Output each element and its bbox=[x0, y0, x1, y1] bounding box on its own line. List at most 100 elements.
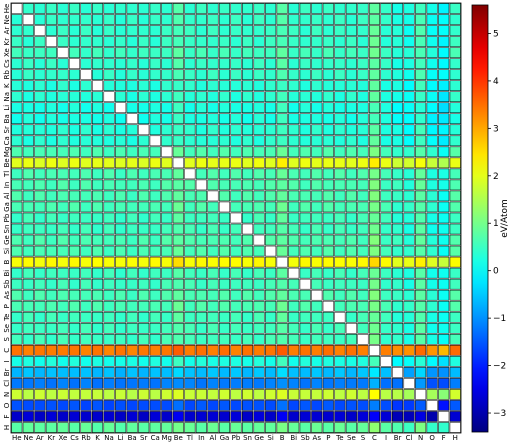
heatmap-cell-Li-Al bbox=[207, 102, 219, 114]
x-tick-label: Ca bbox=[151, 434, 160, 442]
heatmap-cell-Pb-Sr bbox=[138, 212, 150, 224]
heatmap-cell-In-F bbox=[438, 179, 450, 191]
heatmap-cell-Te-Be bbox=[172, 311, 184, 323]
y-tick-labels: HeNeArKrXeCsRbKNaLiBaSrCaMgBeTlInAlGaPbS… bbox=[3, 4, 11, 430]
heatmap-cell-F-Rb bbox=[80, 411, 92, 422]
heatmap-cell-Ca-C bbox=[368, 135, 380, 147]
heatmap-cell-Sr-He bbox=[11, 124, 23, 136]
heatmap-cell-Ga-Pb bbox=[230, 201, 242, 213]
heatmap-cell-Ne-Rb bbox=[80, 14, 92, 25]
heatmap-cell-Bi-Ga bbox=[218, 267, 230, 279]
heatmap-cell-In-Xe bbox=[57, 179, 69, 191]
heatmap-cell-Cs-Ge bbox=[253, 58, 265, 69]
heatmap-cell-Te-Ar bbox=[34, 311, 46, 323]
heatmap-cell-Tl-F bbox=[438, 168, 450, 180]
heatmap-cell-F-H bbox=[449, 411, 461, 422]
heatmap-cell-Br-Si bbox=[265, 367, 277, 378]
heatmap-cell-Br-K bbox=[92, 367, 104, 378]
heatmap-cell-Ne-Sb bbox=[299, 14, 311, 25]
heatmap-cell-Li-Sn bbox=[242, 102, 254, 114]
heatmap-cell-Na-Se bbox=[345, 91, 357, 102]
heatmap-cell-Sr-As bbox=[311, 124, 323, 136]
heatmap-cell-Xe-Ar bbox=[34, 47, 46, 58]
heatmap-cell-I-Pb bbox=[230, 356, 242, 367]
heatmap-cell-Xe-C bbox=[368, 47, 380, 58]
heatmap-cell-Ne-Ge bbox=[253, 14, 265, 25]
heatmap-cell-Cl-Sr bbox=[138, 378, 150, 389]
heatmap-cell-Ne-Bi bbox=[288, 14, 300, 25]
heatmap-cell-As-Ne bbox=[22, 289, 34, 301]
heatmap-cell-Sr-Cl bbox=[403, 124, 415, 136]
heatmap-cell-Na-As bbox=[311, 91, 323, 102]
heatmap-cell-B-I bbox=[380, 256, 392, 268]
heatmap-cell-K-Cl bbox=[403, 80, 415, 91]
heatmap-cell-Pb-Li bbox=[115, 212, 127, 224]
heatmap-cell-Ne-In bbox=[195, 14, 207, 25]
heatmap-cell-Sr-Tl bbox=[184, 124, 196, 136]
heatmap-cell-Te-Cl bbox=[403, 311, 415, 323]
heatmap-cell-Sr-P bbox=[322, 124, 334, 136]
heatmap-cell-Na-K bbox=[92, 91, 104, 102]
heatmap-cell-Li-Xe bbox=[57, 102, 69, 114]
heatmap-cell-Sb-As bbox=[311, 278, 323, 290]
heatmap-cell-Se-Br bbox=[392, 322, 404, 334]
heatmap-cell-Mg-Xe bbox=[57, 146, 69, 158]
heatmap-cell-Ne-Kr bbox=[45, 14, 57, 25]
heatmap-cell-Mg-Mg bbox=[161, 146, 173, 158]
heatmap-cell-K-Tl bbox=[184, 80, 196, 91]
heatmap-cell-Te-S bbox=[357, 311, 369, 323]
heatmap-cell-Sb-Be bbox=[172, 278, 184, 290]
heatmap-cell-P-Sb bbox=[299, 300, 311, 312]
heatmap-cell-Bi-F bbox=[438, 267, 450, 279]
heatmap-cell-P-I bbox=[380, 300, 392, 312]
heatmap-cell-Te-Ne bbox=[22, 311, 34, 323]
heatmap-cell-As-Al bbox=[207, 289, 219, 301]
heatmap-cell-Si-In bbox=[195, 245, 207, 257]
heatmap-cell-Cl-Ge bbox=[253, 378, 265, 389]
heatmap-cell-Na-Ne bbox=[22, 91, 34, 102]
heatmap-cell-Li-K bbox=[92, 102, 104, 114]
heatmap-cell-He-Al bbox=[207, 3, 219, 14]
heatmap-cell-Rb-Si bbox=[265, 69, 277, 80]
heatmap-cell-Br-Be bbox=[172, 367, 184, 378]
y-tick-label: Ar bbox=[3, 27, 11, 35]
heatmap-cell-I-H bbox=[449, 356, 461, 367]
heatmap-cell-S-S bbox=[357, 334, 369, 345]
heatmap-cell-Te-Si bbox=[265, 311, 277, 323]
heatmap-cell-Sb-Si bbox=[265, 278, 277, 290]
heatmap-cell-K-P bbox=[322, 80, 334, 91]
heatmap-cell-Bi-C bbox=[368, 267, 380, 279]
heatmap-cell-Na-Pb bbox=[230, 91, 242, 102]
heatmap-cell-Se-F bbox=[438, 322, 450, 334]
heatmap-cell-Si-Br bbox=[392, 245, 404, 257]
heatmap-cell-I-Be bbox=[172, 356, 184, 367]
heatmap-cell-Te-Ga bbox=[218, 311, 230, 323]
heatmap-cell-Sn-Li bbox=[115, 223, 127, 235]
heatmap-cell-In-Bi bbox=[288, 179, 300, 191]
heatmap-cell-Sn-Pb bbox=[230, 223, 242, 235]
heatmap-cell-Ga-B bbox=[276, 201, 288, 213]
heatmap-cell-As-Na bbox=[103, 289, 115, 301]
y-tick-label: H bbox=[3, 425, 11, 430]
heatmap-cell-He-S bbox=[357, 3, 369, 14]
heatmap-cell-P-Te bbox=[334, 300, 346, 312]
heatmap-cell-Tl-Li bbox=[115, 168, 127, 180]
heatmap-cell-I-F bbox=[438, 356, 450, 367]
heatmap-cell-Se-Rb bbox=[80, 322, 92, 334]
heatmap-cell-In-Ga bbox=[218, 179, 230, 191]
heatmap-cell-C-Se bbox=[345, 345, 357, 356]
heatmap-cell-S-Ge bbox=[253, 334, 265, 345]
heatmap-cell-S-Bi bbox=[288, 334, 300, 345]
heatmap-cell-Si-P bbox=[322, 245, 334, 257]
heatmap-cell-Mg-S bbox=[357, 146, 369, 158]
heatmap-cell-O-In bbox=[195, 400, 207, 411]
heatmap-cell-Li-B bbox=[276, 102, 288, 114]
heatmap-cell-H-Ge bbox=[253, 422, 265, 433]
heatmap-cell-Li-P bbox=[322, 102, 334, 114]
heatmap-cell-Tl-In bbox=[195, 168, 207, 180]
heatmap-cell-Ne-P bbox=[322, 14, 334, 25]
heatmap-cell-Te-Al bbox=[207, 311, 219, 323]
x-tick-label: In bbox=[198, 434, 205, 442]
heatmap-cell-Si-Mg bbox=[161, 245, 173, 257]
heatmap-cell-Ge-Si bbox=[265, 234, 277, 246]
